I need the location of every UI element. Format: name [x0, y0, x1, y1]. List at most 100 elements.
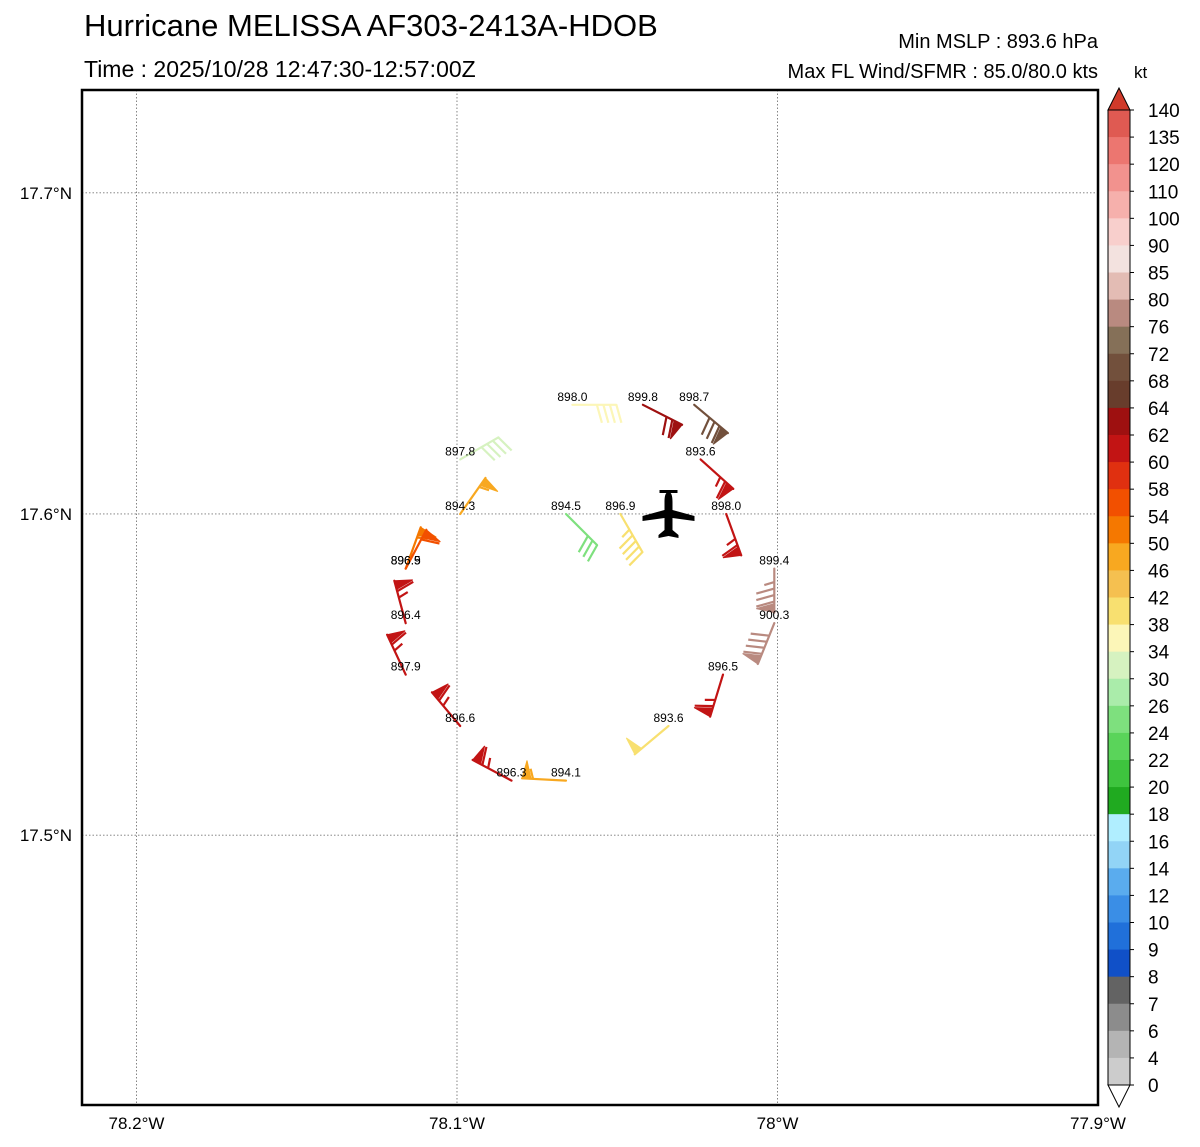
barb-full	[586, 544, 599, 562]
pressure-label: 898.0	[557, 390, 587, 404]
min-mslp-readout: Min MSLP : 893.6 hPa	[898, 31, 1098, 53]
aircraft-layer	[642, 490, 695, 538]
pressure-label: 898.0	[711, 499, 741, 513]
wind-barb	[641, 403, 684, 440]
colorbar-unit: kt	[1134, 63, 1148, 82]
x-tick-label: 78°W	[757, 1114, 799, 1133]
barb-shaft	[619, 512, 644, 554]
aircraft-icon	[642, 490, 695, 538]
colorbar-tick-label: 14	[1148, 859, 1170, 880]
barb-shaft	[564, 512, 599, 547]
barb-flag	[393, 579, 413, 591]
wind-barb	[571, 403, 623, 424]
colorbar-bin	[1108, 407, 1130, 436]
barb-half	[714, 476, 722, 488]
colorbar-bin	[1108, 353, 1130, 382]
wind-barb	[404, 526, 437, 570]
barb-full	[480, 446, 496, 462]
barb-full	[743, 650, 763, 655]
pressure-label: 897.9	[391, 660, 421, 674]
colorbar-tick-label: 54	[1148, 507, 1170, 528]
colorbar-bin	[1108, 976, 1130, 1005]
barb-full	[595, 404, 603, 424]
wind-barb	[618, 512, 644, 567]
barb-half	[726, 538, 736, 547]
plot-frame	[80, 88, 1100, 1107]
barb-flag	[717, 482, 735, 500]
colorbar-bin	[1108, 191, 1130, 219]
wind-barb	[693, 403, 730, 445]
colorbar-bin	[1108, 435, 1130, 463]
colorbar-bin	[1108, 218, 1130, 246]
colorbar-bin	[1108, 489, 1130, 517]
barb-half	[487, 757, 492, 769]
axis-labels: 78.2°W 78.1°W 78°W 77.9°W 17.7°N 17.6°N 17.5°N	[20, 184, 1126, 1133]
colorbar-tick-label: 140	[1148, 101, 1180, 122]
barb-full	[615, 404, 623, 424]
barb-full	[756, 587, 775, 595]
y-tick-label: 17.6°N	[20, 505, 72, 524]
barb-full	[577, 535, 589, 553]
colorbar-bin	[1108, 651, 1130, 680]
colorbar-bin	[1108, 895, 1130, 923]
wind-barb	[459, 476, 499, 516]
colorbar-bin	[1108, 1030, 1130, 1059]
barb-flag	[471, 745, 486, 765]
barb-half	[763, 581, 775, 587]
barb-flag	[421, 528, 441, 543]
colorbar-tick-label: 16	[1148, 832, 1169, 853]
barb-full	[721, 544, 739, 557]
barb-flag	[756, 602, 775, 614]
barb-full	[622, 540, 637, 555]
barb-full	[710, 425, 721, 444]
wind-barb	[520, 760, 568, 782]
colorbar-tick-label: 85	[1148, 264, 1169, 285]
colorbar-tick-label: 38	[1148, 616, 1169, 637]
wind-barb	[471, 745, 513, 782]
barb-full	[756, 594, 775, 602]
barb-full	[618, 534, 634, 550]
colorbar-bin	[1108, 949, 1130, 978]
wind-barb	[404, 528, 441, 570]
colorbar-tick-label: 10	[1148, 914, 1169, 935]
chart-title: Hurricane MELISSA AF303-2413A-HDOB	[84, 8, 658, 43]
barb-half	[621, 528, 631, 538]
observations-layer: 898.0 899.8 898.7 893.6 898.0 899.4 900.3 896.5…	[386, 390, 790, 782]
colorbar-tick-label: 30	[1148, 670, 1169, 691]
pressure-label: 894.3	[445, 499, 475, 513]
wind-barb	[393, 579, 414, 625]
colorbar-top-arrow	[1107, 86, 1131, 111]
colorbar-bin	[1108, 678, 1130, 707]
barb-full	[750, 632, 770, 637]
barb-full	[715, 480, 727, 499]
colorbar-tick-label: 68	[1148, 372, 1169, 393]
colorbar-tick-label: 90	[1148, 236, 1169, 257]
colorbar-bin	[1108, 299, 1130, 328]
colorbar-tick-label: 22	[1148, 751, 1169, 772]
barb-full	[497, 436, 513, 452]
wind-barb	[564, 512, 599, 562]
barb-half	[393, 642, 404, 652]
barb-full	[628, 551, 644, 567]
colorbar-bin	[1108, 705, 1130, 734]
colorbar-tick-label: 60	[1148, 453, 1169, 474]
barb-full	[705, 421, 716, 440]
pressure-label: 896.4	[391, 608, 421, 622]
pressure-label: 896.3	[496, 766, 526, 780]
barb-full	[625, 545, 640, 561]
pressure-label: 893.6	[686, 444, 716, 458]
barb-flag	[625, 737, 643, 756]
colorbar-tick-label: 20	[1148, 778, 1169, 799]
colorbar-tick-label: 46	[1148, 561, 1169, 582]
colorbar-tick-label: 7	[1148, 995, 1159, 1016]
colorbar-tick-label: 26	[1148, 697, 1169, 718]
colorbar-tick-label: 0	[1148, 1076, 1159, 1097]
pressure-label: 893.6	[654, 711, 684, 725]
colorbar-tick-label: 12	[1148, 886, 1169, 907]
colorbar-bin	[1108, 326, 1130, 355]
colorbar-bin	[1108, 570, 1130, 598]
barb-full	[661, 416, 668, 436]
pressure-label: 896.5	[708, 660, 738, 674]
colorbar-tick-label: 50	[1148, 534, 1169, 555]
